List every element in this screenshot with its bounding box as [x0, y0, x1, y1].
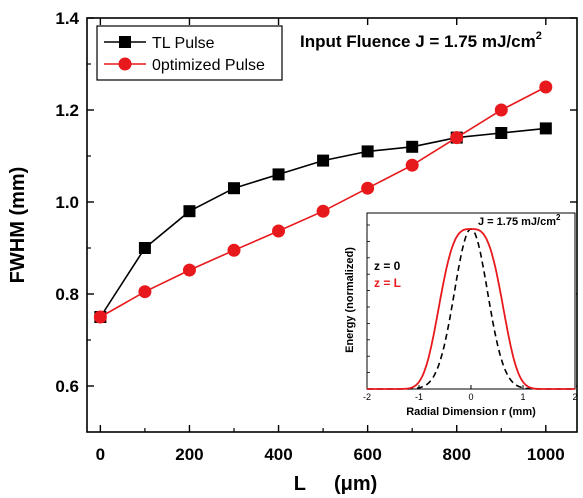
x-tick-label: 400 — [264, 445, 292, 464]
x-tick-label: 600 — [353, 445, 381, 464]
inset-axis-ticks: -2 -1 0 1 2 — [363, 224, 578, 402]
data-point-circle — [138, 285, 152, 299]
data-point-square — [228, 182, 240, 195]
inset-series-layer — [367, 228, 575, 390]
x-tick-label: 1000 — [527, 445, 565, 464]
inset-y-label: Energy (normalized) — [344, 247, 356, 353]
data-point-square — [406, 140, 419, 153]
data-point-circle — [272, 224, 286, 238]
inset-annotation: J = 1.75 mJ/cm2 — [478, 213, 561, 228]
x-tick-label: 800 — [443, 445, 471, 464]
x-tick-label: 200 — [175, 445, 203, 464]
data-point-circle — [227, 243, 241, 257]
x-tick-label: 0 — [96, 445, 105, 464]
y-tick-label: 1.2 — [55, 101, 79, 120]
data-point-circle — [450, 131, 464, 145]
fluence-annotation-sup: 2 — [536, 30, 542, 42]
y-tick-label: 0.8 — [55, 285, 79, 304]
inset-annotation-text: J = 1.75 mJ/cm — [478, 216, 556, 228]
data-point-square — [495, 127, 508, 139]
x-axis-unit: (μm) — [334, 473, 377, 495]
legend-opt-label: 0ptimized Pulse — [152, 57, 265, 74]
inset-annotation-sup: 2 — [556, 213, 561, 222]
inset-background — [338, 210, 576, 400]
plot-frame — [86, 17, 578, 433]
inset-legend-zl: z = L — [374, 276, 401, 290]
fluence-annotation-text: Input Fluence J = 1.75 mJ/cm — [300, 32, 536, 51]
data-point-circle — [182, 263, 196, 277]
legend: TL Pulse 0ptimized Pulse — [96, 25, 283, 81]
main-axis-ticks: 0 200 400 600 800 1000 0.6 0.8 1.0 1.2 1.4 — [55, 9, 577, 464]
inset-curve-zl — [367, 228, 575, 390]
data-point-square — [317, 154, 330, 167]
inset-x-tick-label: -1 — [415, 392, 423, 402]
y-axis-label: FWHM (mm) — [7, 167, 29, 284]
y-tick-label: 0.6 — [55, 377, 79, 396]
main-series-layer — [93, 80, 553, 324]
legend-tl-marker — [119, 36, 131, 48]
data-point-square — [539, 122, 552, 135]
inset-legend-z0: z = 0 — [374, 259, 401, 273]
y-tick-label: 1.0 — [55, 193, 79, 212]
legend-opt-marker — [118, 57, 132, 71]
data-point-square — [361, 145, 374, 158]
inset-x-tick-label: 1 — [520, 392, 525, 402]
data-point-square — [138, 242, 151, 254]
fluence-annotation: Input Fluence J = 1.75 mJ/cm2 — [300, 30, 542, 51]
inset-x-label: Radial Dimension r (mm) — [406, 406, 536, 418]
y-tick-label: 1.4 — [55, 9, 79, 28]
x-axis-label: L — [294, 473, 306, 495]
inset-x-tick-label: 2 — [572, 392, 577, 402]
data-point-circle — [93, 310, 107, 324]
data-point-circle — [316, 204, 330, 218]
legend-tl-label: TL Pulse — [152, 35, 215, 52]
data-point-square — [183, 205, 196, 218]
inset-x-tick-label: -2 — [363, 392, 371, 402]
data-point-circle — [539, 80, 553, 94]
inset-x-tick-label: 0 — [468, 392, 473, 402]
legend-box — [96, 25, 283, 81]
data-point-square — [272, 168, 285, 181]
data-point-circle — [405, 158, 419, 172]
data-point-circle — [494, 103, 508, 117]
data-point-circle — [361, 181, 375, 195]
